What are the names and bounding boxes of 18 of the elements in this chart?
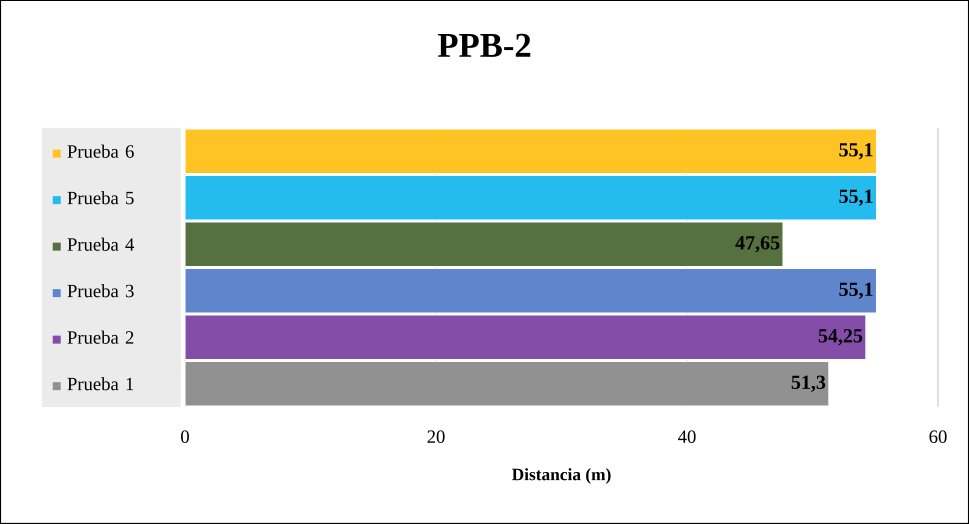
data-label: 55,1 [839,143,873,160]
y-tick-label: Prueba 4 [68,238,134,251]
y-tick-label: Prueba 2 [68,330,134,344]
x-tick-label: 0 [181,430,189,443]
data-label: 54,25 [818,329,862,346]
data-label: 47,65 [735,236,780,252]
data-label: 55,1 [839,282,873,299]
y-tick-label: Prueba 6 [68,144,134,158]
y-tick-label: Prueba 3 [68,284,134,298]
data-label: 51,3 [792,376,826,392]
data-label: 55,1 [839,190,873,206]
chart-title: PPB-2 [438,34,530,57]
y-tick-label: Prueba 1 [68,377,134,390]
x-tick-label: 40 [678,430,696,443]
x-axis-title: Distancia (m) [512,468,611,484]
x-tick-label: 60 [929,430,947,443]
x-tick-label: 20 [427,430,445,443]
y-tick-label: Prueba 5 [68,191,134,204]
